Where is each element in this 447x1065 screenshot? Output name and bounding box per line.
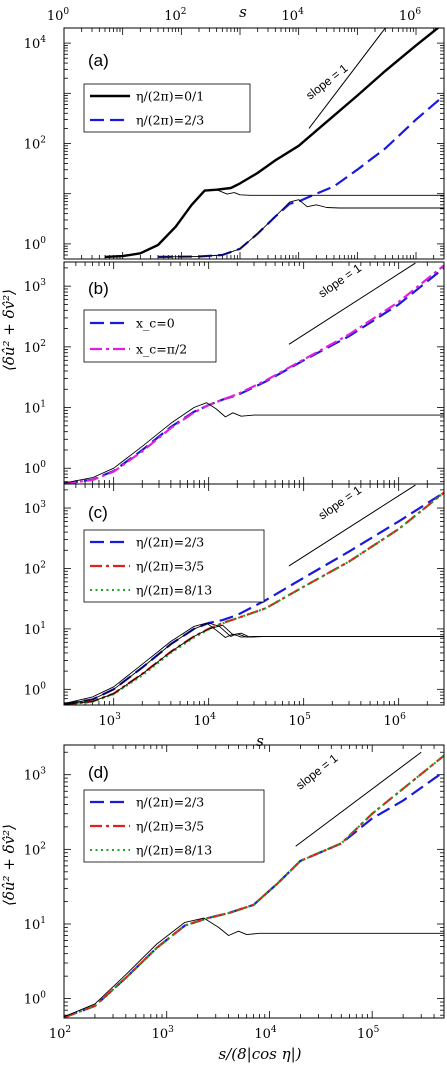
y-tick-label: 102	[24, 841, 46, 858]
y-tick-label: 101	[24, 916, 46, 933]
y-tick-label: 102	[24, 560, 46, 577]
panel-b: 100 101 102 103 slope = 1 (b) x_c=0 x_c=π/2	[24, 261, 445, 485]
slope-line	[308, 28, 386, 129]
x-axis-label: s	[256, 732, 264, 750]
plot-frame	[63, 27, 445, 260]
series-line	[64, 754, 444, 1018]
x-tick-label: 104	[282, 7, 305, 24]
x-tick-label: 103	[152, 1025, 175, 1042]
panel-d: 102 103 104 105 100 101 102 103 slope = 1 (d) s/(8…	[24, 744, 445, 1063]
reference-curve	[64, 622, 444, 705]
ticks-d	[63, 745, 445, 1018]
legend-b: x_c=0 x_c=π/2	[83, 309, 217, 363]
reference-curve	[64, 622, 444, 705]
x-tick-label: 102	[164, 7, 186, 24]
slope-label: slope = 1	[303, 61, 351, 102]
series-line	[64, 264, 444, 484]
y-tick-label: 101	[24, 400, 46, 417]
x-tick-label: 105	[357, 1025, 380, 1042]
slope-line	[288, 484, 416, 567]
legend-entry: η/(2π)=3/5	[136, 819, 204, 834]
x-tick-label: 102	[49, 1025, 71, 1042]
y-tick-label: 103	[24, 278, 47, 295]
plot-frame	[63, 261, 445, 485]
plot-frame	[63, 483, 445, 706]
series-group-b	[64, 262, 444, 484]
y-axis-label-lower: ⟨δû² + δv̂²⟩	[0, 824, 18, 906]
y-tick-label: 100	[24, 460, 47, 477]
y-tick-label: 103	[24, 500, 47, 517]
legend-c: η/(2π)=2/3 η/(2π)=3/5 η/(2π)=8/13	[83, 529, 265, 603]
top-axis-label: s	[239, 3, 247, 21]
x-tick-label: 106	[399, 7, 422, 24]
slope-label: slope = 1	[316, 261, 364, 301]
reference-curve	[104, 189, 444, 258]
y-tick-label: 100	[24, 991, 47, 1008]
legend-entry: η/(2π)=3/5	[136, 559, 204, 574]
legend-entry: η/(2π)=2/3	[136, 113, 204, 128]
x-tick-label: 104	[254, 1025, 277, 1042]
y-tick-label: 102	[24, 339, 46, 356]
slope-line	[288, 262, 416, 345]
y-axis-label-upper: ⟨δû² + δv̂²⟩	[0, 289, 18, 371]
panel-a: 100 102 104 106 100 102 104 slope = 1 (a) η/(2π)=…	[24, 7, 445, 260]
legend-a: η/(2π)=0/1 η/(2π)=2/3	[83, 83, 251, 133]
series-group-d	[64, 751, 444, 1018]
legend-entry: η/(2π)=8/13	[136, 843, 212, 858]
series-group-c	[64, 484, 444, 705]
y-tick-label: 102	[24, 136, 46, 153]
reference-curve	[64, 917, 444, 1018]
panel-label: (a)	[88, 51, 109, 70]
legend-entry: η/(2π)=2/3	[136, 535, 204, 550]
legend-entry: η/(2π)=2/3	[136, 795, 204, 810]
ticks-b	[63, 262, 445, 484]
reference-curve	[64, 402, 444, 484]
plot-frame	[63, 744, 445, 1019]
legend-entry: x_c=π/2	[136, 342, 187, 357]
x-axis-label: s/(8|cos η|)	[219, 1045, 302, 1063]
x-tick-label: 103	[99, 712, 122, 729]
series-group-a	[104, 28, 444, 259]
x-tick-label: 100	[47, 7, 70, 24]
legend-entry: η/(2π)=0/1	[136, 89, 204, 104]
legend-entry: x_c=0	[136, 316, 175, 331]
ticks-c	[63, 484, 445, 705]
slope-label: slope = 1	[293, 751, 341, 792]
panel-label: (b)	[88, 279, 109, 298]
legend-box	[83, 83, 251, 133]
y-tick-label: 100	[24, 681, 47, 698]
x-tick-label: 104	[194, 712, 217, 729]
slope-line	[295, 751, 422, 847]
x-tick-label: 106	[384, 712, 407, 729]
y-tick-label: 104	[24, 35, 47, 52]
panel-label: (d)	[88, 763, 109, 782]
panel-c: 103 104 105 106 100 101 102 103 slope = 1 (c) s η/(…	[24, 483, 445, 750]
series-line	[64, 491, 444, 705]
y-tick-label: 100	[24, 236, 47, 253]
ticks-a	[63, 27, 445, 260]
series-line	[64, 267, 444, 484]
legend-box	[83, 309, 217, 363]
y-tick-label: 103	[24, 767, 47, 784]
slope-label: slope = 1	[316, 483, 364, 523]
reference-curve	[157, 199, 444, 258]
x-tick-label: 105	[289, 712, 312, 729]
reference-curve	[64, 624, 444, 705]
panel-label: (c)	[88, 503, 108, 522]
legend-entry: η/(2π)=8/13	[136, 583, 212, 598]
y-tick-label: 101	[24, 621, 46, 638]
legend-d: η/(2π)=2/3 η/(2π)=3/5 η/(2π)=8/13	[83, 789, 265, 863]
